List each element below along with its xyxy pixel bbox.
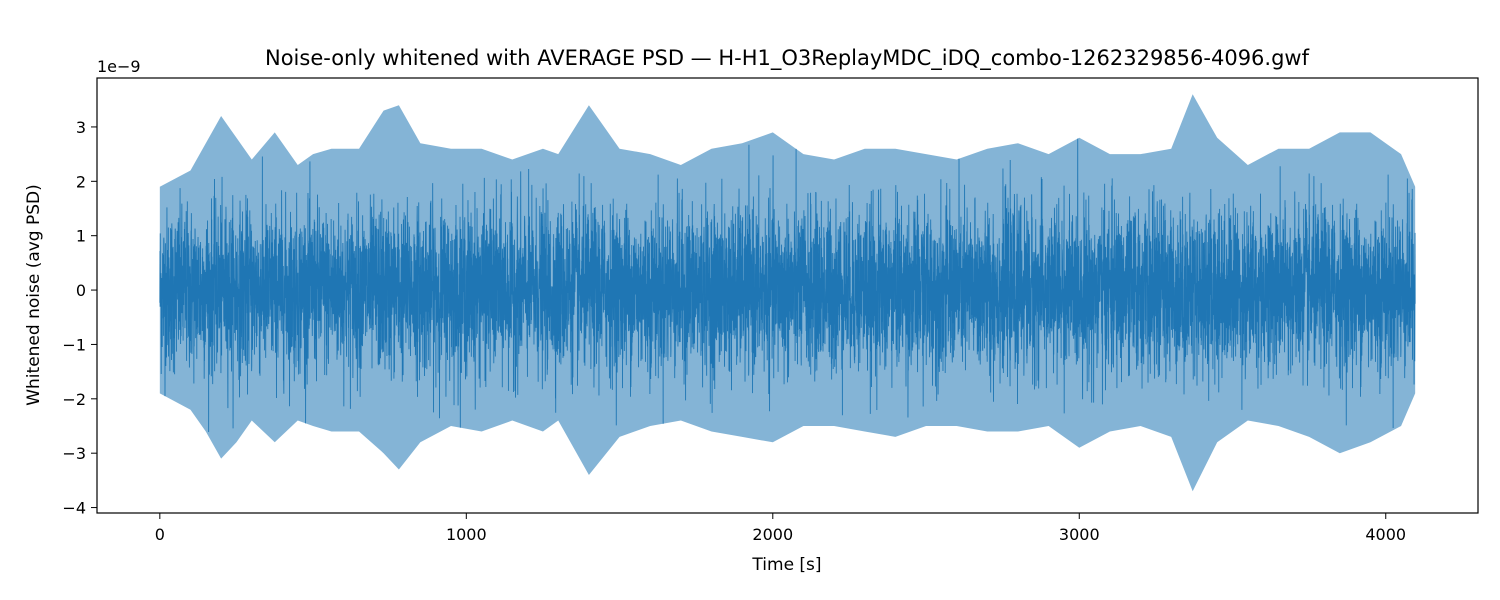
y-axis-label: Whitened noise (avg PSD) [24, 184, 44, 406]
series-envelope [159, 94, 1416, 492]
y-tick-label: −4 [62, 499, 86, 518]
plot-area [96, 77, 1479, 514]
y-tick-label: 1 [76, 227, 86, 246]
x-tick-label: 4000 [1365, 525, 1406, 544]
x-axis: 0 1000 2000 3000 4000 [155, 513, 1406, 544]
y-offset-label: 1e−9 [97, 57, 141, 76]
y-tick-label: −1 [62, 335, 86, 354]
y-tick-label: 2 [76, 172, 86, 191]
x-tick-label: 1000 [446, 525, 487, 544]
series-group [159, 94, 1416, 492]
x-axis-label: Time [s] [751, 555, 821, 575]
x-tick-label: 0 [155, 525, 165, 544]
y-axis: −4 −3 −2 −1 0 1 2 3 [62, 118, 97, 518]
x-tick-label: 2000 [752, 525, 793, 544]
y-tick-label: −2 [62, 390, 86, 409]
plot-frame [96, 77, 1479, 514]
y-tick-label: 0 [76, 281, 86, 300]
chart-title: Noise-only whitened with AVERAGE PSD — H… [265, 46, 1310, 71]
x-tick-label: 3000 [1059, 525, 1100, 544]
y-tick-label: −3 [62, 444, 86, 463]
y-tick-label: 3 [76, 118, 86, 137]
